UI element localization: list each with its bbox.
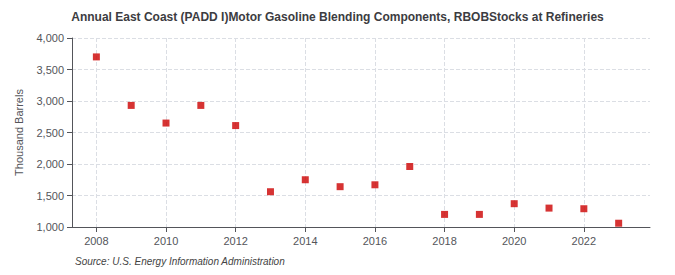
svg-text:2008: 2008 [84,235,108,247]
svg-text:1,500: 1,500 [36,190,64,202]
svg-text:4,000: 4,000 [36,32,64,44]
svg-text:2,000: 2,000 [36,158,64,170]
svg-text:2016: 2016 [363,235,387,247]
svg-text:2014: 2014 [293,235,317,247]
svg-text:Source: U.S. Energy Informatio: Source: U.S. Energy Information Administ… [75,256,285,267]
svg-text:1,000: 1,000 [36,221,64,233]
svg-text:Thousand Barrels: Thousand Barrels [13,89,25,176]
svg-text:2022: 2022 [572,235,596,247]
svg-text:2020: 2020 [502,235,526,247]
svg-text:2012: 2012 [223,235,247,247]
svg-text:2018: 2018 [432,235,456,247]
svg-text:3,500: 3,500 [36,64,64,76]
svg-text:Annual East Coast (PADD I)Moto: Annual East Coast (PADD I)Motor Gasoline… [71,10,604,24]
svg-text:3,000: 3,000 [36,95,64,107]
svg-text:2010: 2010 [154,235,178,247]
svg-text:2,500: 2,500 [36,127,64,139]
